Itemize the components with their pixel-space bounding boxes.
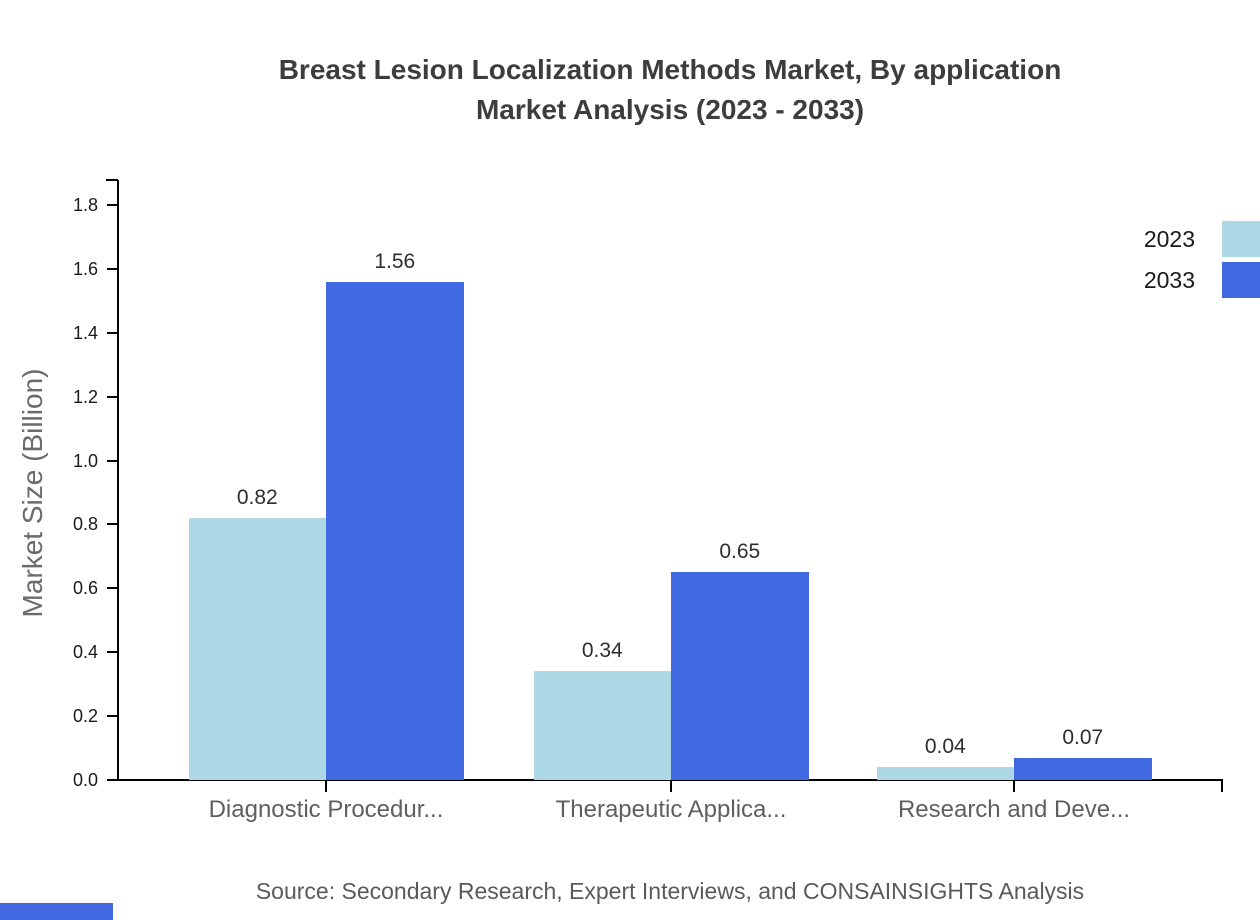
- legend-swatch-2023: [1222, 221, 1260, 257]
- bar-2023-group2: [533, 671, 671, 780]
- bar-2033-group2: [671, 572, 809, 780]
- bar-2023-group3: [876, 767, 1014, 780]
- bar-2033-group3: [1014, 757, 1152, 780]
- y-tick-mark: [107, 651, 118, 654]
- x-category-label: Research and Deve...: [897, 796, 1131, 823]
- chart-title-line1: Breast Lesion Localization Methods Marke…: [278, 54, 1062, 85]
- y-tick-label: 1.6: [72, 258, 98, 279]
- bar-2023-group1: [188, 518, 326, 780]
- bar-value-label: 0.04: [924, 735, 966, 759]
- legend-label-2033: 2033: [1143, 267, 1195, 293]
- y-tick-label: 0.2: [72, 706, 98, 727]
- y-tick-mark: [107, 715, 118, 718]
- y-tick-label: 1.0: [72, 450, 98, 471]
- bar-value-label: 0.65: [719, 540, 761, 564]
- y-axis-title: Market Size (Billion): [17, 368, 48, 618]
- x-category-label: Diagnostic Procedur...: [208, 796, 444, 823]
- y-tick-label: 0.0: [72, 770, 98, 790]
- x-tick-mark: [670, 780, 672, 792]
- y-axis-line: [117, 180, 119, 781]
- y-axis-top-cap: [106, 179, 118, 181]
- y-tick-mark: [107, 459, 118, 462]
- bar-value-label: 0.07: [1062, 725, 1104, 749]
- y-tick-mark: [107, 395, 118, 398]
- y-tick-label: 0.6: [72, 578, 98, 599]
- y-tick-label: 1.2: [72, 386, 98, 407]
- y-tick-label: 1.4: [72, 322, 98, 343]
- bar-2033-group1: [326, 281, 464, 780]
- legend-label-2023: 2023: [1143, 226, 1195, 252]
- x-axis-right-cap: [1221, 779, 1223, 792]
- y-tick-mark: [107, 523, 118, 526]
- y-tick-mark: [107, 204, 118, 206]
- chart-title: Breast Lesion Localization Methods Marke…: [70, 50, 1260, 130]
- y-tick-mark: [107, 331, 118, 334]
- y-tick-label: 0.8: [72, 514, 98, 535]
- bottom-left-accent-bar: [0, 903, 113, 920]
- x-tick-mark: [1013, 780, 1015, 792]
- bar-value-label: 0.82: [236, 486, 278, 510]
- bar-value-label: 1.56: [374, 249, 416, 273]
- y-tick-label: 0.4: [72, 642, 98, 663]
- y-tick-mark: [107, 267, 118, 270]
- x-category-label: Therapeutic Applica...: [555, 796, 787, 823]
- y-tick-label: 1.8: [72, 195, 98, 215]
- source-note: Source: Secondary Research, Expert Inter…: [255, 878, 1085, 904]
- chart-title-line2: Market Analysis (2023 - 2033): [475, 94, 865, 125]
- bar-value-label: 0.34: [581, 639, 623, 663]
- legend-swatch-2033: [1222, 262, 1260, 298]
- y-tick-mark: [107, 587, 118, 590]
- x-tick-mark: [325, 780, 327, 792]
- y-tick-mark: [107, 779, 118, 781]
